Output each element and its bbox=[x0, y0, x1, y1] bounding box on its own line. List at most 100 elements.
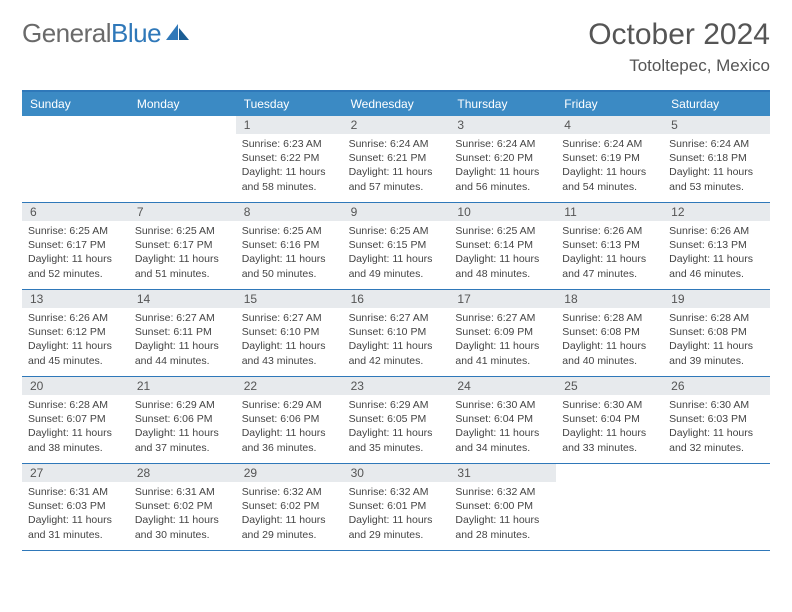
sunset-text: Sunset: 6:06 PM bbox=[135, 412, 230, 426]
day-details: Sunrise: 6:30 AMSunset: 6:04 PMDaylight:… bbox=[455, 398, 550, 455]
week-row: 20Sunrise: 6:28 AMSunset: 6:07 PMDayligh… bbox=[22, 377, 770, 464]
day-cell: 29Sunrise: 6:32 AMSunset: 6:02 PMDayligh… bbox=[236, 464, 343, 550]
day-number: 13 bbox=[22, 290, 129, 308]
day-cell: 25Sunrise: 6:30 AMSunset: 6:04 PMDayligh… bbox=[556, 377, 663, 463]
day-details: Sunrise: 6:25 AMSunset: 6:17 PMDaylight:… bbox=[135, 224, 230, 281]
day-details: Sunrise: 6:28 AMSunset: 6:07 PMDaylight:… bbox=[28, 398, 123, 455]
week-row: 1 Sunrise: 6:23 AMSunset: 6:22 PMDaylight… bbox=[22, 116, 770, 203]
day-number: 16 bbox=[343, 290, 450, 308]
day-cell bbox=[663, 464, 770, 550]
day-details: Sunrise: 6:27 AMSunset: 6:11 PMDaylight:… bbox=[135, 311, 230, 368]
day-number: 5 bbox=[663, 116, 770, 134]
day-cell: 16 Sunrise: 6:27 AMSunset: 6:10 PMDayligh… bbox=[343, 290, 450, 376]
day-number: 10 bbox=[449, 203, 556, 221]
day-cell: 26Sunrise: 6:30 AMSunset: 6:03 PMDayligh… bbox=[663, 377, 770, 463]
sunrise-text: Sunrise: 6:24 AM bbox=[455, 137, 550, 151]
day-details: Sunrise: 6:32 AMSunset: 6:02 PMDaylight:… bbox=[242, 485, 337, 542]
day-cell: 14Sunrise: 6:27 AMSunset: 6:11 PMDayligh… bbox=[129, 290, 236, 376]
sunrise-text: Sunrise: 6:25 AM bbox=[349, 224, 444, 238]
day-details: Sunrise: 6:29 AMSunset: 6:05 PMDaylight:… bbox=[349, 398, 444, 455]
day-details: Sunrise: 6:28 AMSunset: 6:08 PMDaylight:… bbox=[562, 311, 657, 368]
daylight-text: Daylight: 11 hours and 45 minutes. bbox=[28, 339, 123, 367]
daylight-text: Daylight: 11 hours and 51 minutes. bbox=[135, 252, 230, 280]
sunset-text: Sunset: 6:00 PM bbox=[455, 499, 550, 513]
day-cell: 11Sunrise: 6:26 AMSunset: 6:13 PMDayligh… bbox=[556, 203, 663, 289]
sunset-text: Sunset: 6:09 PM bbox=[455, 325, 550, 339]
daylight-text: Daylight: 11 hours and 35 minutes. bbox=[349, 426, 444, 454]
day-number: 2 bbox=[343, 116, 450, 134]
daylight-text: Daylight: 11 hours and 40 minutes. bbox=[562, 339, 657, 367]
month-title: October 2024 bbox=[588, 18, 770, 52]
daylight-text: Daylight: 11 hours and 49 minutes. bbox=[349, 252, 444, 280]
day-number: 18 bbox=[556, 290, 663, 308]
day-cell: 30Sunrise: 6:32 AMSunset: 6:01 PMDayligh… bbox=[343, 464, 450, 550]
sunrise-text: Sunrise: 6:24 AM bbox=[669, 137, 764, 151]
day-number: 25 bbox=[556, 377, 663, 395]
sunset-text: Sunset: 6:21 PM bbox=[349, 151, 444, 165]
sunrise-text: Sunrise: 6:23 AM bbox=[242, 137, 337, 151]
day-cell: 13 Sunrise: 6:26 AMSunset: 6:12 PMDayligh… bbox=[22, 290, 129, 376]
day-cell: 23Sunrise: 6:29 AMSunset: 6:05 PMDayligh… bbox=[343, 377, 450, 463]
day-cell bbox=[556, 464, 663, 550]
sunrise-text: Sunrise: 6:29 AM bbox=[242, 398, 337, 412]
sunset-text: Sunset: 6:16 PM bbox=[242, 238, 337, 252]
calendar-grid: Sunday Monday Tuesday Wednesday Thursday… bbox=[22, 90, 770, 551]
weekday-header-row: Sunday Monday Tuesday Wednesday Thursday… bbox=[22, 92, 770, 116]
sunset-text: Sunset: 6:15 PM bbox=[349, 238, 444, 252]
weekday-header: Thursday bbox=[449, 92, 556, 116]
day-details: Sunrise: 6:26 AMSunset: 6:12 PMDaylight:… bbox=[28, 311, 123, 368]
day-details: Sunrise: 6:27 AMSunset: 6:10 PMDaylight:… bbox=[349, 311, 444, 368]
day-details: Sunrise: 6:32 AMSunset: 6:00 PMDaylight:… bbox=[455, 485, 550, 542]
daylight-text: Daylight: 11 hours and 29 minutes. bbox=[242, 513, 337, 541]
day-details: Sunrise: 6:24 AMSunset: 6:21 PMDaylight:… bbox=[349, 137, 444, 194]
day-details: Sunrise: 6:26 AMSunset: 6:13 PMDaylight:… bbox=[562, 224, 657, 281]
sunrise-text: Sunrise: 6:25 AM bbox=[28, 224, 123, 238]
day-number: 21 bbox=[129, 377, 236, 395]
sunset-text: Sunset: 6:11 PM bbox=[135, 325, 230, 339]
sunset-text: Sunset: 6:19 PM bbox=[562, 151, 657, 165]
sunrise-text: Sunrise: 6:30 AM bbox=[669, 398, 764, 412]
sunrise-text: Sunrise: 6:26 AM bbox=[669, 224, 764, 238]
week-row: 6Sunrise: 6:25 AMSunset: 6:17 PMDaylight… bbox=[22, 203, 770, 290]
sunrise-text: Sunrise: 6:25 AM bbox=[455, 224, 550, 238]
daylight-text: Daylight: 11 hours and 58 minutes. bbox=[242, 165, 337, 193]
day-details: Sunrise: 6:23 AMSunset: 6:22 PMDaylight:… bbox=[242, 137, 337, 194]
sunset-text: Sunset: 6:18 PM bbox=[669, 151, 764, 165]
sunrise-text: Sunrise: 6:25 AM bbox=[242, 224, 337, 238]
sunset-text: Sunset: 6:03 PM bbox=[28, 499, 123, 513]
sunrise-text: Sunrise: 6:24 AM bbox=[349, 137, 444, 151]
daylight-text: Daylight: 11 hours and 50 minutes. bbox=[242, 252, 337, 280]
day-cell: 9Sunrise: 6:25 AMSunset: 6:15 PMDaylight… bbox=[343, 203, 450, 289]
day-details: Sunrise: 6:25 AMSunset: 6:16 PMDaylight:… bbox=[242, 224, 337, 281]
daylight-text: Daylight: 11 hours and 44 minutes. bbox=[135, 339, 230, 367]
day-details: Sunrise: 6:30 AMSunset: 6:03 PMDaylight:… bbox=[669, 398, 764, 455]
day-cell: 24Sunrise: 6:30 AMSunset: 6:04 PMDayligh… bbox=[449, 377, 556, 463]
sunset-text: Sunset: 6:01 PM bbox=[349, 499, 444, 513]
sunrise-text: Sunrise: 6:27 AM bbox=[135, 311, 230, 325]
weekday-header: Sunday bbox=[22, 92, 129, 116]
day-details: Sunrise: 6:24 AMSunset: 6:19 PMDaylight:… bbox=[562, 137, 657, 194]
sunset-text: Sunset: 6:05 PM bbox=[349, 412, 444, 426]
day-number: 1 bbox=[236, 116, 343, 134]
daylight-text: Daylight: 11 hours and 42 minutes. bbox=[349, 339, 444, 367]
day-number: 3 bbox=[449, 116, 556, 134]
sunrise-text: Sunrise: 6:31 AM bbox=[28, 485, 123, 499]
day-number: 4 bbox=[556, 116, 663, 134]
sunrise-text: Sunrise: 6:31 AM bbox=[135, 485, 230, 499]
sunrise-text: Sunrise: 6:28 AM bbox=[562, 311, 657, 325]
sunset-text: Sunset: 6:17 PM bbox=[135, 238, 230, 252]
week-row: 13 Sunrise: 6:26 AMSunset: 6:12 PMDayligh… bbox=[22, 290, 770, 377]
daylight-text: Daylight: 11 hours and 33 minutes. bbox=[562, 426, 657, 454]
sunset-text: Sunset: 6:13 PM bbox=[669, 238, 764, 252]
weekday-header: Saturday bbox=[663, 92, 770, 116]
day-cell bbox=[22, 116, 129, 202]
day-number: 7 bbox=[129, 203, 236, 221]
day-cell: 27Sunrise: 6:31 AMSunset: 6:03 PMDayligh… bbox=[22, 464, 129, 550]
sunrise-text: Sunrise: 6:26 AM bbox=[28, 311, 123, 325]
day-cell: 8Sunrise: 6:25 AMSunset: 6:16 PMDaylight… bbox=[236, 203, 343, 289]
sunset-text: Sunset: 6:22 PM bbox=[242, 151, 337, 165]
day-cell: 28Sunrise: 6:31 AMSunset: 6:02 PMDayligh… bbox=[129, 464, 236, 550]
day-cell: 1 Sunrise: 6:23 AMSunset: 6:22 PMDaylight… bbox=[236, 116, 343, 202]
daylight-text: Daylight: 11 hours and 38 minutes. bbox=[28, 426, 123, 454]
week-row: 27Sunrise: 6:31 AMSunset: 6:03 PMDayligh… bbox=[22, 464, 770, 551]
